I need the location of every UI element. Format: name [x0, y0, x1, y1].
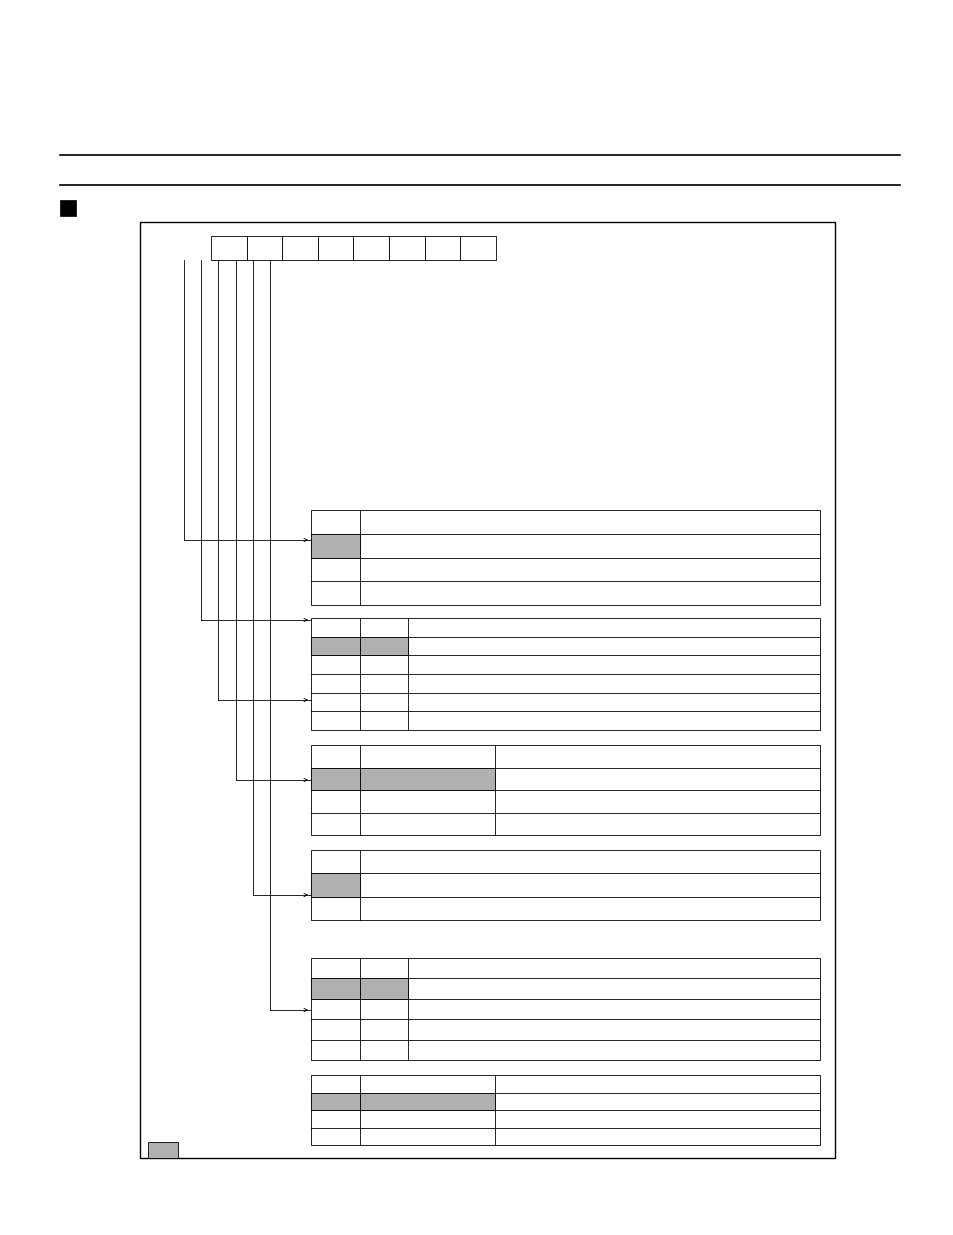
Bar	[359, 767, 495, 790]
Bar	[311, 1074, 820, 1145]
Bar	[247, 236, 282, 261]
Bar	[311, 510, 820, 605]
Bar	[424, 236, 460, 261]
Bar	[211, 236, 247, 261]
Bar	[389, 236, 424, 261]
Bar	[311, 873, 359, 897]
Bar	[359, 637, 408, 656]
Bar	[311, 637, 359, 656]
Bar	[311, 618, 820, 730]
Bar	[148, 1142, 178, 1158]
Bar	[460, 236, 496, 261]
Bar	[359, 1093, 495, 1110]
Bar	[311, 534, 359, 557]
Bar	[140, 222, 834, 1158]
Bar	[311, 1093, 359, 1110]
Bar	[359, 978, 408, 999]
Bar	[282, 236, 317, 261]
Bar	[311, 767, 359, 790]
Bar	[311, 745, 820, 835]
Bar	[311, 958, 820, 1060]
Bar	[317, 236, 354, 261]
Bar	[311, 978, 359, 999]
Bar	[354, 236, 389, 261]
Bar	[60, 200, 76, 216]
Bar	[311, 850, 820, 920]
